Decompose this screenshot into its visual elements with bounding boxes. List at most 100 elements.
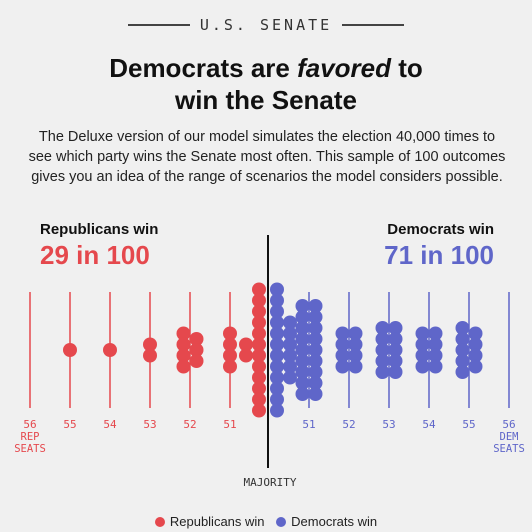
dot-dem-1	[455, 332, 470, 346]
dot-rep-1	[223, 337, 237, 352]
democrats-headline: Democrats win 71 in 100	[384, 221, 494, 271]
tick-label-dem-51: 51	[302, 418, 315, 431]
dot-dem-8	[270, 370, 284, 385]
dot-dem-10	[270, 392, 284, 407]
dot-dem-7	[388, 343, 403, 357]
dot-rep-10	[252, 392, 266, 407]
dot-dem-4	[455, 365, 470, 379]
dot-dem-5	[468, 326, 483, 341]
dot-rep-13	[239, 348, 253, 363]
tick-label-dem-52: 52	[342, 418, 355, 431]
tick-label-rep-53: 53	[143, 418, 156, 431]
dot-dem-5	[270, 337, 284, 352]
majority-label: MAJORITY	[244, 476, 297, 489]
dot-dem-2	[270, 304, 284, 319]
title-line-2: win the Senate	[174, 85, 358, 115]
dot-rep-11	[252, 403, 266, 418]
dot-rep-7	[252, 359, 266, 374]
dot-dem-15	[283, 348, 297, 363]
dot-dem-1	[415, 337, 430, 352]
dot-dem-0	[295, 299, 310, 313]
dot-rep-0	[223, 326, 237, 341]
tick-sublabel-dem: SEATS	[493, 443, 525, 455]
dot-dem-11	[308, 321, 323, 335]
dot-dem-5	[348, 337, 363, 352]
dot-dem-0	[270, 282, 284, 297]
dot-rep-4	[252, 326, 266, 341]
title-part-2: to	[391, 53, 423, 83]
dot-dem-4	[270, 326, 284, 341]
dot-dem-12	[308, 332, 323, 346]
dot-dem-0	[415, 326, 430, 341]
dot-dem-8	[388, 354, 403, 368]
dot-dem-17	[308, 387, 323, 401]
dot-dem-4	[348, 326, 363, 341]
republicans-win-value: 29 in 100	[40, 240, 150, 270]
dot-rep-1	[252, 293, 266, 308]
dot-dem-3	[335, 359, 350, 374]
dot-dem-6	[428, 348, 443, 363]
dot-dem-2	[455, 343, 470, 357]
dot-dem-4	[375, 365, 390, 379]
tick-sublabel-dem: DEM	[500, 431, 519, 443]
dot-dem-4	[428, 326, 443, 341]
dot-dem-2	[415, 348, 430, 363]
dot-dem-1	[375, 332, 390, 346]
dot-dem-7	[295, 376, 310, 390]
republicans-headline: Republicans win 29 in 100	[40, 221, 158, 271]
dot-dem-8	[295, 387, 310, 401]
tick-sublabel-rep: REP	[21, 431, 40, 443]
chart-description: The Deluxe version of our model simulate…	[28, 129, 506, 185]
dot-dem-16	[308, 376, 323, 390]
dot-dem-14	[283, 337, 297, 352]
dot-rep-2	[176, 348, 191, 363]
legend-dem-label: Democrats win	[291, 514, 378, 529]
dot-dem-3	[295, 332, 310, 346]
legend-rep-swatch	[154, 516, 165, 527]
tick-label-dem-53: 53	[382, 418, 395, 431]
dot-dem-1	[295, 310, 310, 324]
dot-rep-1	[176, 337, 191, 352]
dot-dem-2	[375, 343, 390, 357]
dot-dem-11	[270, 403, 284, 418]
dot-dem-1	[335, 337, 350, 352]
dot-dem-9	[308, 299, 323, 313]
dot-dem-6	[295, 365, 310, 379]
dot-dem-2	[335, 348, 350, 363]
chart-title: Democrats are favored to win the Senate	[0, 52, 532, 116]
tick-label-rep-51: 51	[223, 418, 236, 431]
dot-rep-5	[252, 337, 266, 352]
dot-rep-6	[252, 348, 266, 363]
dot-dem-6	[270, 348, 284, 363]
dot-rep-5	[189, 343, 204, 357]
dot-rep-4	[189, 332, 204, 346]
dot-dem-2	[295, 321, 310, 335]
title-emphasis: favored	[297, 53, 392, 83]
democrats-win-label: Democrats win	[387, 221, 494, 238]
dot-dem-7	[270, 359, 284, 374]
dot-rep-0	[143, 337, 157, 352]
dot-dem-17	[283, 370, 297, 385]
kicker-rule-left	[127, 24, 190, 26]
dot-rep-1	[143, 348, 157, 363]
dot-dem-10	[308, 310, 323, 324]
dot-dem-7	[468, 348, 483, 363]
dot-dem-8	[468, 359, 483, 374]
dot-dem-1	[270, 293, 284, 308]
tick-label-rep-56: 56	[23, 418, 36, 431]
dot-dem-3	[415, 359, 430, 374]
tick-label-rep-52: 52	[183, 418, 196, 431]
legend-dem-swatch	[276, 516, 287, 527]
kicker-text: U.S. SENATE	[199, 16, 333, 34]
dot-dem-9	[270, 381, 284, 396]
kicker-rule-right	[342, 24, 405, 26]
dot-dem-12	[283, 315, 297, 330]
dot-dem-3	[270, 315, 284, 330]
dot-rep-3	[252, 315, 266, 330]
dot-rep-6	[189, 354, 204, 368]
dot-dem-3	[375, 354, 390, 368]
section-kicker: U.S. SENATE	[0, 16, 532, 34]
dot-dem-3	[455, 354, 470, 368]
tick-label-rep-54: 54	[103, 418, 117, 431]
dot-rep-2	[252, 304, 266, 319]
